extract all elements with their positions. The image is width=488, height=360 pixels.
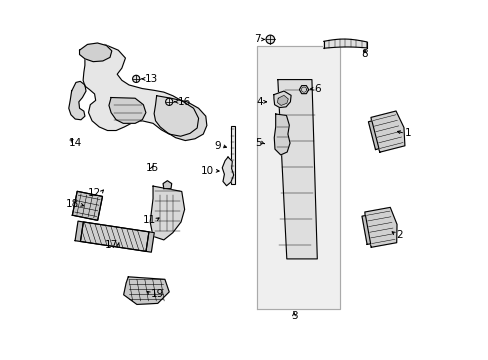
Polygon shape xyxy=(257,45,339,309)
Text: 12: 12 xyxy=(88,188,101,198)
Polygon shape xyxy=(69,81,86,120)
Polygon shape xyxy=(299,86,308,94)
Polygon shape xyxy=(222,157,233,186)
Circle shape xyxy=(265,35,274,44)
Polygon shape xyxy=(277,80,317,259)
Text: 19: 19 xyxy=(150,289,163,299)
Text: 11: 11 xyxy=(142,215,155,225)
Polygon shape xyxy=(80,43,112,62)
Polygon shape xyxy=(367,121,378,149)
Polygon shape xyxy=(364,207,396,247)
Text: 15: 15 xyxy=(145,163,158,173)
Polygon shape xyxy=(109,98,145,123)
Text: 5: 5 xyxy=(255,138,261,148)
Text: 1: 1 xyxy=(405,129,411,138)
Text: 16: 16 xyxy=(177,97,190,107)
Text: 7: 7 xyxy=(254,35,261,44)
Polygon shape xyxy=(361,216,370,244)
Polygon shape xyxy=(75,221,83,242)
Polygon shape xyxy=(72,191,102,220)
Text: 4: 4 xyxy=(256,97,262,107)
Polygon shape xyxy=(370,111,404,152)
Circle shape xyxy=(132,75,140,82)
Polygon shape xyxy=(163,181,171,189)
Circle shape xyxy=(165,98,172,105)
Text: 6: 6 xyxy=(314,84,321,94)
Polygon shape xyxy=(123,277,169,305)
Text: 18: 18 xyxy=(66,199,80,210)
Polygon shape xyxy=(80,222,149,251)
Text: 2: 2 xyxy=(395,230,402,239)
Polygon shape xyxy=(146,232,154,252)
Text: 3: 3 xyxy=(290,311,297,321)
Bar xyxy=(230,126,234,184)
Text: 17: 17 xyxy=(105,240,118,250)
Polygon shape xyxy=(323,39,366,48)
Text: 14: 14 xyxy=(69,138,82,148)
Polygon shape xyxy=(154,96,206,140)
Text: 9: 9 xyxy=(214,140,221,150)
Polygon shape xyxy=(150,186,184,240)
Polygon shape xyxy=(274,114,289,155)
Polygon shape xyxy=(273,91,290,108)
Text: 8: 8 xyxy=(361,49,367,59)
Polygon shape xyxy=(277,95,287,105)
Text: 13: 13 xyxy=(145,74,158,84)
Polygon shape xyxy=(83,44,198,136)
Text: 10: 10 xyxy=(201,166,214,176)
